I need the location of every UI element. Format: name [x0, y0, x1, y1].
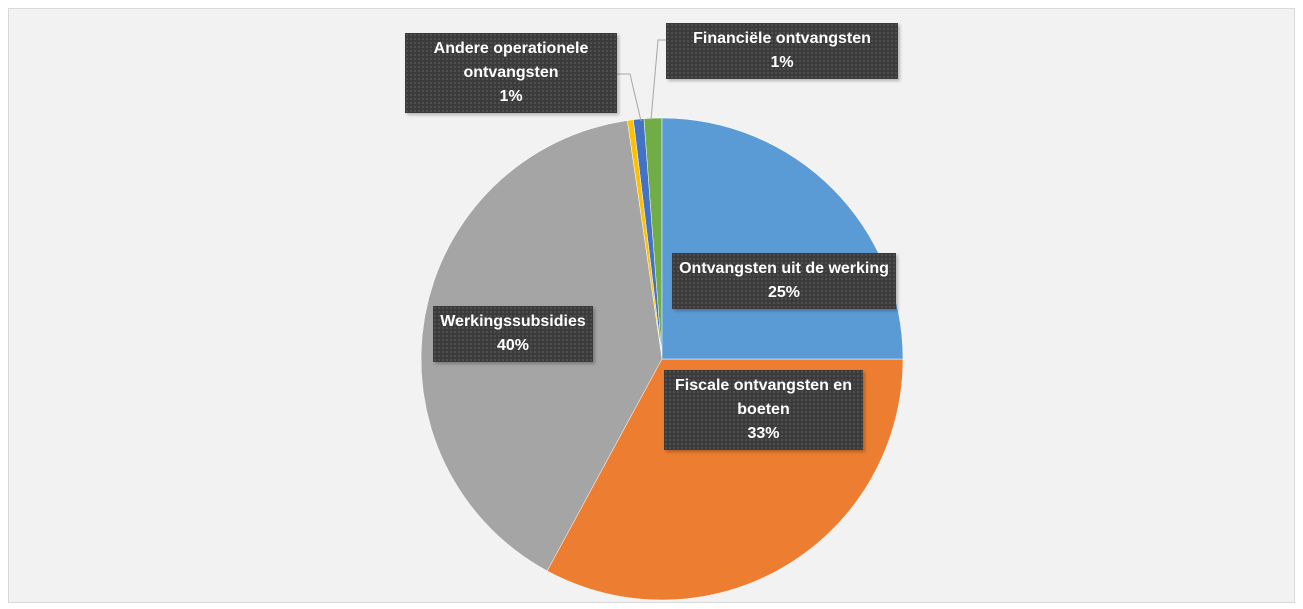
label-value: 40%: [496, 337, 530, 354]
data-label: Financiële ontvangsten 1%: [666, 23, 898, 79]
data-label: Fiscale ontvangsten en boeten 33%: [664, 370, 863, 450]
label-category: Werkingssubsidies: [440, 313, 586, 330]
data-label: Werkingssubsidies 40%: [433, 306, 593, 362]
label-category: Financiële ontvangsten: [693, 30, 871, 47]
label-category: Andere operationele ontvangsten: [433, 40, 589, 81]
label-category: Fiscale ontvangsten en boeten: [675, 377, 852, 418]
leader-line: [650, 39, 666, 121]
label-value: 25%: [767, 284, 801, 301]
label-category: Ontvangsten uit de werking: [679, 260, 889, 277]
label-value: 33%: [747, 425, 780, 442]
leader-line: [617, 73, 642, 122]
data-label: Ontvangsten uit de werking 25%: [672, 253, 896, 309]
label-value: 1%: [770, 54, 794, 71]
data-label: Andere operationele ontvangsten 1%: [405, 33, 617, 113]
pie-slice: [661, 117, 904, 360]
label-value: 1%: [499, 88, 523, 105]
